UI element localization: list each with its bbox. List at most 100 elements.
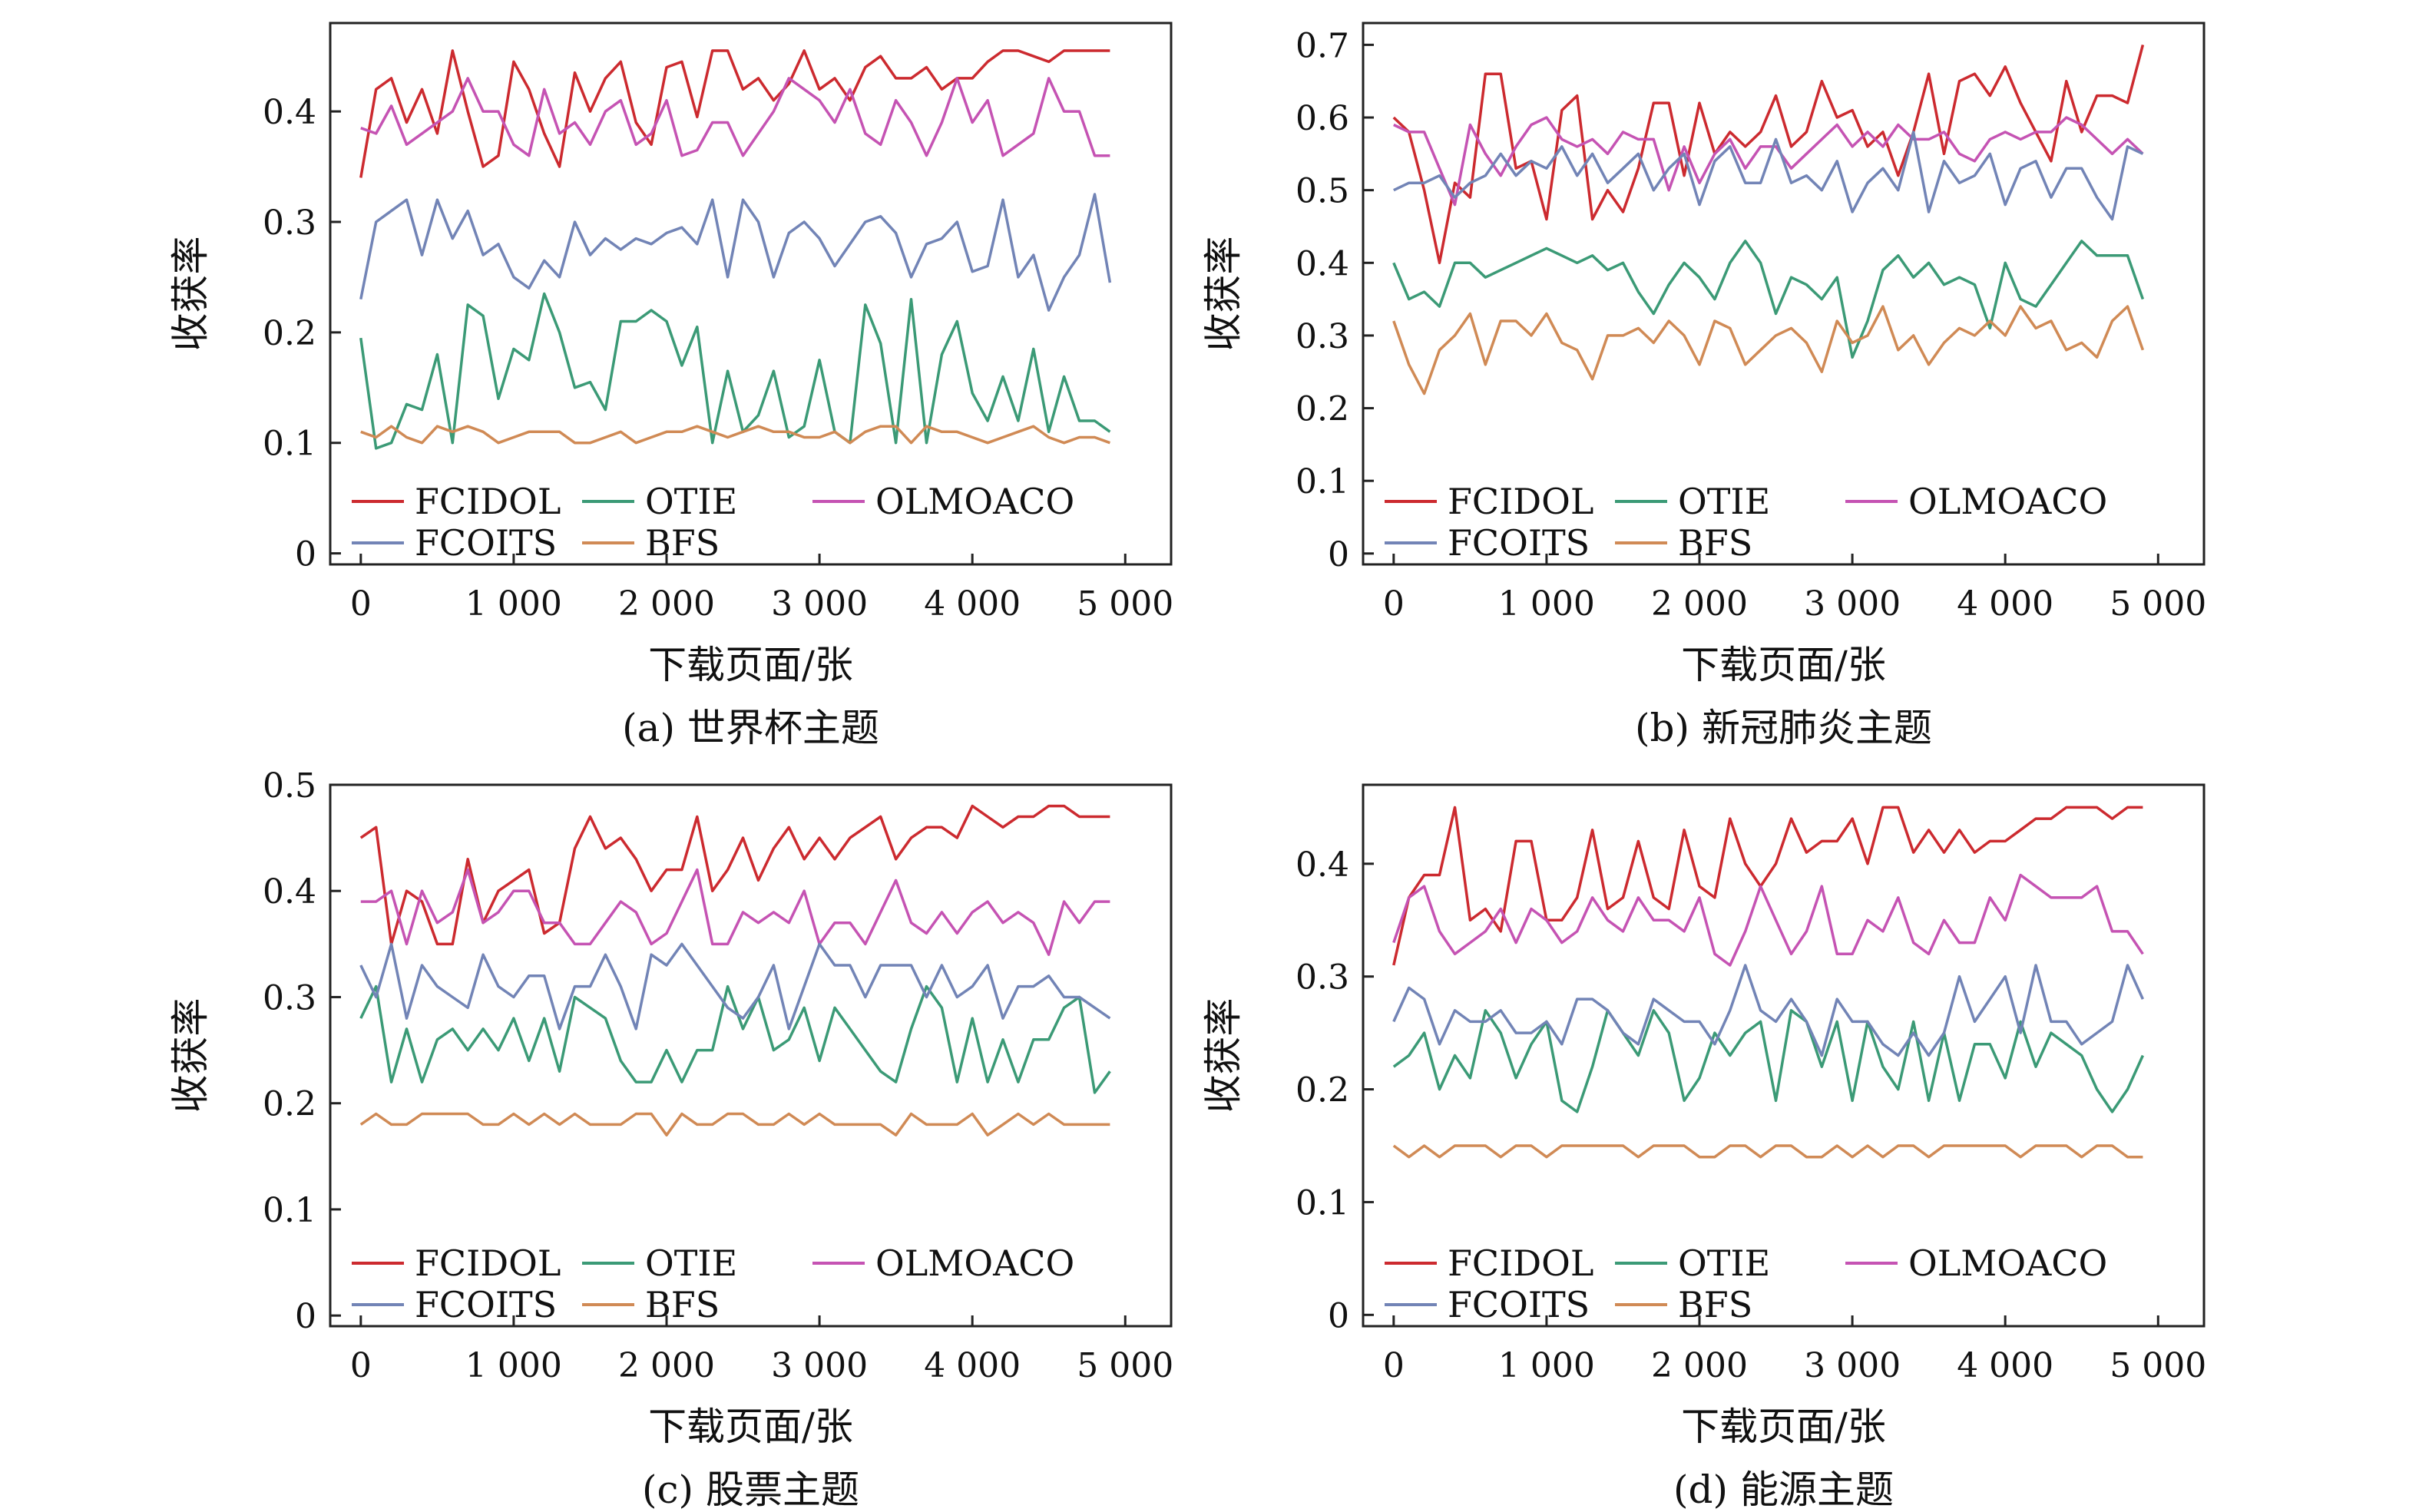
x-tick-label: 1 000 <box>1498 584 1595 624</box>
chart-panel-3: 0 0.1 0.2 0.3 0.4 0.5 0 1 000 2 000 3 000 4 000 5 0… <box>168 766 1173 1512</box>
legend-label-olmoaco: OLMOACO <box>1908 481 2107 522</box>
y-tick-label: 0.4 <box>1296 845 1349 885</box>
legend-label-fcidol: FCIDOL <box>1448 481 1593 522</box>
y-tick-label: 0.2 <box>1296 390 1349 429</box>
legend: FCIDOL OTIE OLMOACO FCOITS BFS <box>1385 1242 2107 1325</box>
series-line-olmoaco <box>1393 116 2144 207</box>
x-tick-label: 4 000 <box>924 1346 1021 1385</box>
x-tick-label: 2 000 <box>618 584 715 624</box>
x-axis-label: 下载页面/张 <box>648 1404 853 1449</box>
x-tick-label: 5 000 <box>1077 584 1173 624</box>
legend-label-fcoits: FCOITS <box>1448 1284 1590 1325</box>
x-tick-label: 5 000 <box>1077 1346 1173 1385</box>
legend: FCIDOL OTIE OLMOACO FCOITS BFS <box>352 481 1074 564</box>
series-line-otie <box>1392 1009 2144 1113</box>
series-line-bfs <box>1392 1144 2143 1159</box>
legend-label-bfs: BFS <box>645 1284 720 1325</box>
y-tick-label: 0.1 <box>1296 462 1349 501</box>
y-tick-label: 0.4 <box>263 872 316 912</box>
legend-label-bfs: BFS <box>1678 1284 1752 1325</box>
series-line-bfs <box>360 425 1110 445</box>
series-line-fcidol <box>1392 806 2143 966</box>
legend: FCIDOL OTIE OLMOACO FCOITS BFS <box>352 1242 1074 1325</box>
legend-label-bfs: BFS <box>645 522 720 564</box>
series-line-olmoaco <box>1392 873 2144 967</box>
x-tick-label: 4 000 <box>1957 1346 2053 1385</box>
legend-label-otie: OTIE <box>1678 1242 1770 1284</box>
legend-label-bfs: BFS <box>1678 522 1752 564</box>
series-line-fcoits <box>359 942 1111 1031</box>
x-tick-label: 1 000 <box>1498 1346 1595 1385</box>
legend-label-fcoits: FCOITS <box>415 1284 557 1325</box>
plot-frame <box>1362 783 2206 1328</box>
y-tick-label: 0 <box>295 535 316 574</box>
x-tick-label: 2 000 <box>1651 584 1748 624</box>
panel-caption: (b) 新冠肺炎主题 <box>1635 706 1932 750</box>
y-tick-label: 0.3 <box>1296 317 1349 356</box>
x-tick-label: 5 000 <box>2110 1346 2206 1385</box>
legend-label-fcidol: FCIDOL <box>415 481 561 522</box>
x-tick-label: 0 <box>1383 584 1405 624</box>
series-line-otie <box>1392 240 2145 359</box>
x-tick-label: 4 000 <box>924 584 1021 624</box>
x-tick-label: 0 <box>1383 1346 1405 1385</box>
y-axis-label: 收获率 <box>1201 237 1246 352</box>
series-line-olmoaco <box>360 77 1110 157</box>
series-line-fcidol <box>359 49 1110 178</box>
x-tick-label: 3 000 <box>771 584 868 624</box>
x-tick-label: 2 000 <box>618 1346 715 1385</box>
legend-label-fcoits: FCOITS <box>1448 522 1590 564</box>
panel-caption: (a) 世界杯主题 <box>622 706 879 750</box>
x-axis-label: 下载页面/张 <box>1681 1404 1886 1449</box>
x-tick-label: 1 000 <box>465 584 562 624</box>
y-axis-label: 收获率 <box>1201 998 1246 1113</box>
y-axis-label: 收获率 <box>168 237 213 352</box>
x-tick-label: 4 000 <box>1957 584 2053 624</box>
legend-label-fcoits: FCOITS <box>415 522 557 564</box>
x-axis-label: 下载页面/张 <box>648 643 853 687</box>
series-line-bfs <box>1392 305 2145 395</box>
chart-panel-2: 0 0.1 0.2 0.3 0.4 0.5 0.6 0.7 0 1 000 2 000 3 000 4 … <box>1201 22 2206 750</box>
y-tick-label: 0.1 <box>263 425 316 464</box>
plot-frame <box>329 783 1173 1328</box>
y-tick-label: 0 <box>295 1297 316 1336</box>
legend-label-otie: OTIE <box>645 1242 737 1284</box>
x-tick-label: 3 000 <box>1804 1346 1901 1385</box>
y-tick-label: 0.3 <box>263 978 316 1017</box>
y-tick-label: 0.5 <box>263 766 316 806</box>
chart-panel-1: 00.10.20.30.40 1 000 2 000 3 000 4 000 5 000F… <box>168 22 1173 750</box>
y-tick-label: 0.4 <box>1296 244 1349 283</box>
x-tick-label: 3 000 <box>771 1346 868 1385</box>
legend-label-otie: OTIE <box>1678 481 1770 522</box>
series-line-fcoits <box>359 193 1112 312</box>
series-line-olmoaco <box>360 868 1110 956</box>
panel-caption: (d) 能源主题 <box>1673 1467 1894 1512</box>
x-axis-label: 下载页面/张 <box>1681 643 1886 687</box>
legend-label-olmoaco: OLMOACO <box>875 1242 1074 1284</box>
series-line-otie <box>359 984 1111 1094</box>
legend-label-otie: OTIE <box>645 481 737 522</box>
x-tick-label: 2 000 <box>1651 1346 1748 1385</box>
chart-panel-4: 0 0.1 0.2 0.3 0.4 0 1 000 2 000 3 000 4 000 5 000 F… <box>1201 783 2206 1512</box>
series-line-fcoits <box>1392 964 2144 1057</box>
y-tick-label: 0.5 <box>1296 172 1349 211</box>
legend-label-olmoaco: OLMOACO <box>875 481 1074 522</box>
y-tick-label: 0.2 <box>263 314 316 353</box>
y-tick-label: 0 <box>1328 535 1349 574</box>
series-line-fcidol <box>1392 44 2145 265</box>
y-tick-label: 0.1 <box>263 1191 316 1230</box>
x-tick-label: 0 <box>350 584 372 624</box>
plot-frame <box>1362 22 2206 566</box>
y-tick-label: 0.4 <box>263 93 316 132</box>
y-tick-label: 0.3 <box>1296 958 1349 998</box>
series-line-bfs <box>359 1112 1110 1136</box>
series-line-fcidol <box>359 804 1110 946</box>
y-tick-label: 0.2 <box>1296 1071 1349 1110</box>
y-axis-label: 收获率 <box>168 998 213 1113</box>
legend-label-fcidol: FCIDOL <box>1448 1242 1593 1284</box>
y-tick-label: 0.1 <box>1296 1183 1349 1223</box>
y-tick-label: 0 <box>1328 1296 1349 1335</box>
y-tick-label: 0.6 <box>1296 99 1349 138</box>
series-line-fcoits <box>1393 131 2144 221</box>
